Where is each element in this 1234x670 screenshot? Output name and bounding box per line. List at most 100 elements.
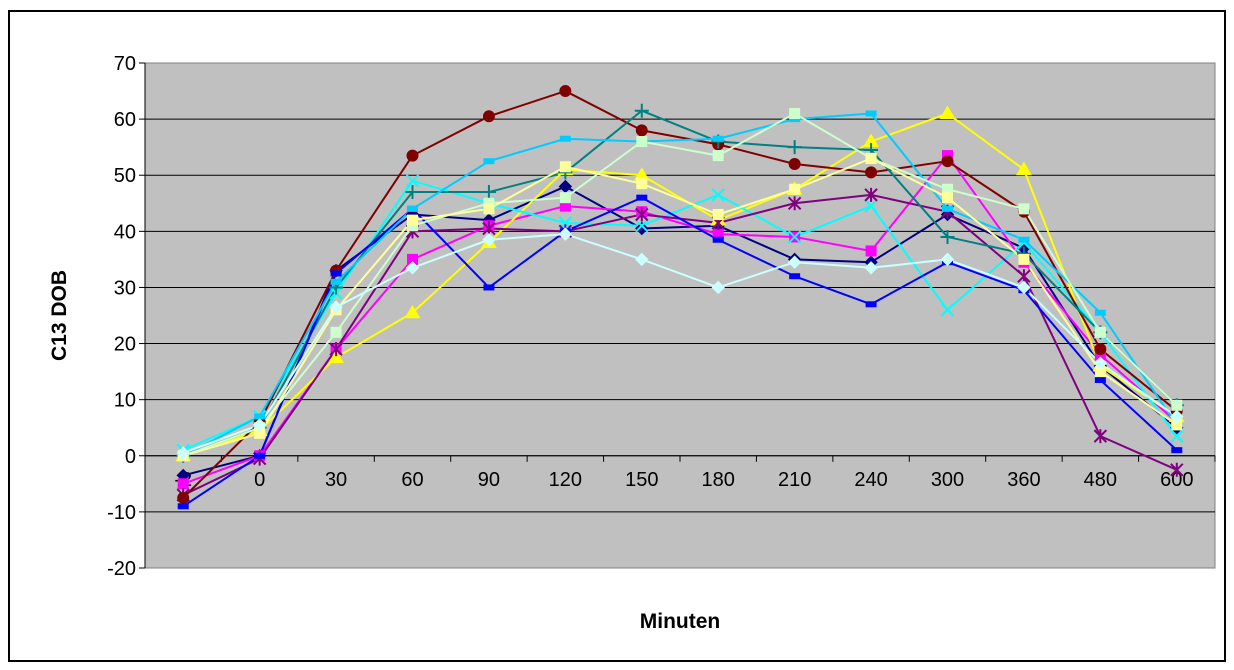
data-point [483,158,495,165]
x-tick-label: 180 [702,469,735,491]
series-line [182,233,1178,454]
data-point [636,194,648,201]
x-tick-label: 0 [254,469,265,491]
data-point [864,261,878,275]
data-point [1094,309,1106,316]
x-tick-label: 360 [1007,469,1040,491]
data-point [406,149,419,162]
data-point [940,229,955,244]
series-line [182,196,1178,508]
data-point [330,270,342,277]
series-line [182,157,1178,457]
data-point [864,187,878,202]
x-tick-label: 30 [325,469,347,491]
x-axis-title: Minuten [640,610,720,633]
y-tick-label: -20 [107,558,136,580]
y-tick-label: 50 [114,165,136,187]
y-tick-label: 70 [114,53,136,75]
data-point [407,205,418,212]
x-tick-label: 150 [625,469,658,491]
y-tick-label: 30 [114,277,136,299]
data-point [942,205,953,212]
series-line [182,112,1178,457]
x-tick-label: 300 [931,469,964,491]
data-point [329,300,343,314]
data-point [636,136,648,148]
data-point [405,174,420,188]
data-point [941,155,954,168]
y-tick-label: 10 [114,390,136,412]
data-point [482,110,495,123]
x-tick-label: 600 [1160,469,1193,491]
series-line [182,185,1178,477]
data-point [634,103,649,118]
data-point [787,230,802,244]
series-line [182,154,1178,485]
y-tick-label: 60 [114,109,136,131]
data-point [483,284,495,291]
series-line [182,179,1178,452]
data-point [787,255,802,269]
series-line [182,109,1178,457]
data-point [558,227,573,241]
data-point [711,188,725,202]
line-chart: -20-10010203040506070-203060901201501802… [48,53,1216,633]
data-point [789,183,801,195]
series-line [182,90,1178,499]
data-point [559,85,572,98]
data-point [559,192,571,204]
data-point [1094,343,1107,356]
x-tick-label: 240 [854,469,887,491]
data-point [712,236,724,243]
data-point [405,261,420,275]
data-point [864,199,878,213]
data-point [330,278,342,285]
data-point [865,152,877,164]
data-point [635,219,649,233]
data-point [329,342,343,357]
data-point [712,150,724,162]
series-line [182,112,1178,457]
data-point [712,135,724,142]
y-tick-label: 40 [114,221,136,243]
data-point [939,105,956,119]
data-point [177,491,190,504]
data-point [635,221,649,236]
data-point [483,203,495,215]
data-point [787,196,802,211]
data-point [636,178,648,190]
x-tick-label: 90 [478,469,500,491]
data-point [1094,326,1106,338]
data-point [635,252,649,267]
data-point [405,185,420,200]
data-point [1170,409,1184,424]
data-point [1171,399,1183,411]
data-point [1093,356,1108,370]
data-point [1018,236,1030,243]
data-point [787,140,802,155]
data-point [482,233,496,247]
data-point [404,304,421,319]
data-point [1018,253,1030,265]
data-point [559,135,571,142]
x-tick-label: 60 [401,469,423,491]
y-tick-label: -10 [107,502,136,524]
plot-background [144,62,1216,569]
data-point [330,326,342,338]
data-point [635,124,648,137]
data-point [1017,280,1031,295]
data-point [252,418,267,432]
chart-area: -20-10010203040506070-203060901201501802… [8,10,1226,662]
data-point [789,273,801,280]
y-tick-label: 20 [114,334,136,356]
data-point [407,214,418,226]
x-tick-label: 120 [549,469,582,491]
data-point [865,301,877,308]
data-point [1170,429,1184,443]
data-point [559,161,571,173]
data-point [1016,161,1032,176]
data-point [1094,377,1106,384]
y-axis-title: C13 DOB [48,270,71,361]
data-point [1171,447,1183,454]
data-point [176,446,190,460]
